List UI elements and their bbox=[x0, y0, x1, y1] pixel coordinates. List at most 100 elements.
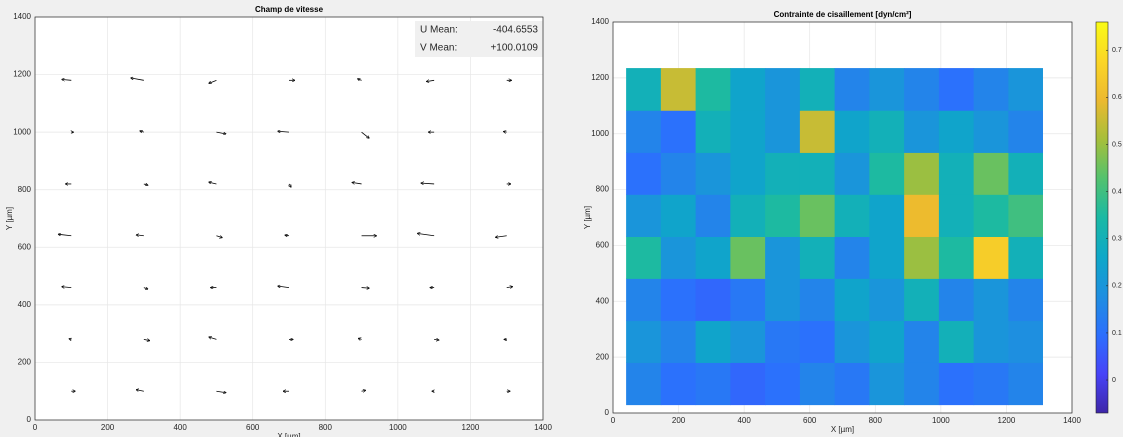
arrow bbox=[216, 391, 225, 392]
heat-cell bbox=[799, 68, 836, 111]
heat-cell bbox=[695, 194, 731, 237]
colorbar-tick-label: 0.4 bbox=[1112, 188, 1122, 195]
heat-cell bbox=[904, 194, 940, 237]
x-tick-label: 1000 bbox=[932, 416, 950, 425]
arrow bbox=[69, 339, 71, 340]
arrow bbox=[143, 184, 148, 185]
heat-cell bbox=[938, 68, 975, 111]
heat-cell bbox=[626, 110, 662, 153]
stats-box bbox=[415, 21, 543, 57]
arrow bbox=[421, 183, 435, 184]
colorbar-tick-label: 0.3 bbox=[1112, 236, 1122, 243]
heat-cell bbox=[834, 362, 870, 406]
heat-cell bbox=[869, 152, 905, 195]
heat-cell bbox=[660, 194, 697, 237]
colorbar-tick-label: 0.2 bbox=[1112, 283, 1122, 290]
y-tick-label: 200 bbox=[18, 358, 32, 367]
colorbar-tick-label: 0.6 bbox=[1112, 94, 1122, 101]
heat-cell bbox=[660, 362, 697, 406]
heat-cell bbox=[765, 194, 801, 237]
heat-cell bbox=[730, 362, 766, 406]
stats-value: -404.6553 bbox=[493, 25, 538, 36]
heat-cell bbox=[1008, 278, 1043, 322]
heat-cell bbox=[730, 278, 766, 322]
y-tick-label: 600 bbox=[18, 242, 32, 251]
y-tick-label: 400 bbox=[18, 300, 32, 309]
x-tick-label: 600 bbox=[803, 416, 817, 425]
heat-cell bbox=[904, 236, 940, 279]
y-tick-label: 1200 bbox=[13, 70, 31, 79]
y-tick-label: 800 bbox=[596, 185, 610, 194]
colorbar-tick-label: 0.5 bbox=[1112, 141, 1122, 148]
heat-cell bbox=[765, 362, 801, 406]
heat-cell bbox=[938, 110, 975, 153]
y-tick-label: 1400 bbox=[13, 12, 31, 21]
heat-cell bbox=[1008, 110, 1043, 153]
x-tick-label: 1400 bbox=[534, 423, 552, 432]
heat-cell bbox=[834, 236, 870, 279]
heat-cell bbox=[799, 236, 836, 279]
arrow bbox=[209, 79, 217, 83]
heat-cell bbox=[730, 320, 766, 363]
heat-cell bbox=[695, 362, 731, 406]
x-axis-label: X [µm] bbox=[277, 432, 300, 437]
x-tick-label: 600 bbox=[246, 423, 260, 432]
y-axis-label: Y [µm] bbox=[583, 206, 592, 229]
arrow bbox=[59, 234, 72, 235]
heat-cell bbox=[695, 68, 731, 111]
heat-cell bbox=[904, 152, 940, 195]
arrow bbox=[137, 235, 144, 236]
y-tick-label: 1400 bbox=[591, 17, 609, 26]
heat-cell bbox=[799, 278, 836, 322]
arrow bbox=[358, 79, 362, 80]
heat-cell bbox=[973, 362, 1009, 406]
stats-label: V Mean: bbox=[420, 43, 457, 54]
x-tick-label: 200 bbox=[672, 416, 686, 425]
arrow bbox=[140, 131, 144, 132]
heat-cell bbox=[695, 110, 731, 153]
heat-cell bbox=[1008, 68, 1043, 111]
heat-cell bbox=[660, 110, 697, 153]
heat-cell bbox=[869, 278, 905, 322]
plot-area bbox=[35, 17, 543, 420]
arrow bbox=[434, 339, 438, 340]
arrow bbox=[361, 390, 366, 391]
heat-cell bbox=[730, 152, 766, 195]
arrow bbox=[216, 131, 225, 134]
heat-cell bbox=[973, 320, 1009, 363]
heat-cell bbox=[938, 320, 975, 363]
y-axis-label: Y [µm] bbox=[5, 207, 14, 230]
heat-cell bbox=[834, 278, 870, 322]
x-tick-label: 400 bbox=[173, 423, 187, 432]
heat-cell bbox=[1008, 194, 1043, 237]
y-tick-label: 200 bbox=[596, 352, 610, 361]
colorbar-tick-label: 0.7 bbox=[1112, 47, 1122, 54]
heat-cell bbox=[869, 320, 905, 363]
heat-cell bbox=[1008, 320, 1043, 363]
arrow bbox=[209, 337, 217, 340]
arrow bbox=[289, 183, 291, 187]
x-tick-label: 1400 bbox=[1063, 416, 1081, 425]
heat-cell bbox=[938, 362, 975, 406]
chart-title: Champ de vitesse bbox=[255, 5, 324, 14]
y-tick-label: 800 bbox=[18, 185, 32, 194]
heat-cell bbox=[695, 320, 731, 363]
heat-cell bbox=[730, 194, 766, 237]
heat-cell bbox=[799, 362, 836, 406]
arrow bbox=[278, 131, 290, 132]
heat-cell bbox=[904, 320, 940, 363]
heat-cell bbox=[869, 194, 905, 237]
arrow bbox=[143, 339, 149, 340]
y-tick-label: 0 bbox=[27, 415, 32, 424]
x-tick-label: 400 bbox=[737, 416, 751, 425]
axes-frame bbox=[34, 16, 544, 421]
heat-cell bbox=[799, 110, 836, 153]
y-tick-label: 1000 bbox=[13, 127, 31, 136]
arrow bbox=[209, 182, 217, 185]
arrow bbox=[506, 287, 512, 288]
y-tick-label: 1200 bbox=[591, 73, 609, 82]
heat-cell bbox=[973, 236, 1009, 279]
x-tick-label: 800 bbox=[319, 423, 333, 432]
heat-cell bbox=[973, 278, 1009, 322]
